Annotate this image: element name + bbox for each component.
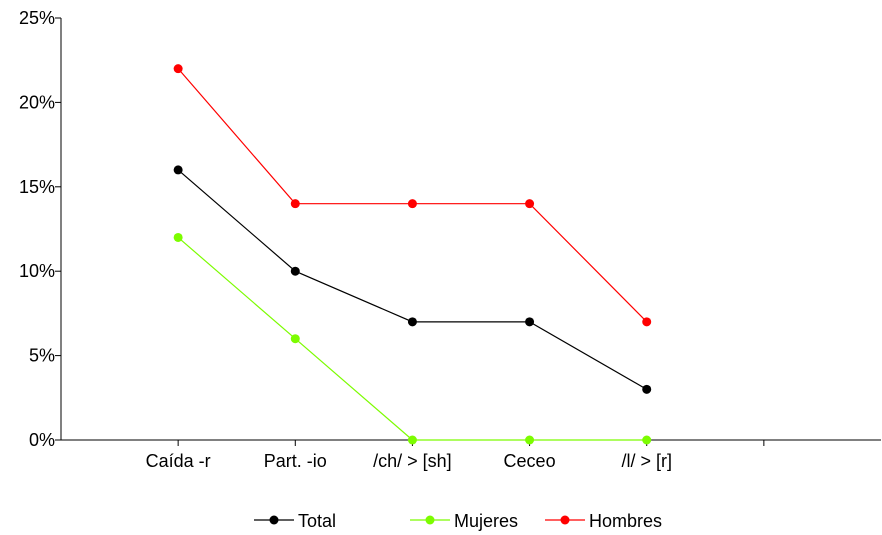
x-axis-ticks: Caída -r Part. -io/ch/ > [sh] Ceceo/l/ > [… xyxy=(146,440,765,471)
legend-swatch-marker xyxy=(269,515,279,525)
legend-swatch-marker xyxy=(425,515,435,525)
data-point-total xyxy=(290,266,300,276)
legend-label: Hombres xyxy=(589,511,662,531)
data-point-total xyxy=(525,317,535,327)
data-point-mujeres xyxy=(290,334,300,344)
data-point-hombres xyxy=(290,199,300,209)
data-point-hombres xyxy=(642,317,652,327)
y-tick-label: 0% xyxy=(29,430,55,450)
legend-label: Mujeres xyxy=(454,511,518,531)
legend-item-hombres: Hombres xyxy=(545,511,662,531)
axes xyxy=(60,18,881,441)
legend-item-total: Total xyxy=(254,511,336,531)
data-point-mujeres xyxy=(173,232,183,242)
legend-item-mujeres: Mujeres xyxy=(410,511,518,531)
y-tick-label: 5% xyxy=(29,346,55,366)
data-point-total xyxy=(173,165,183,175)
y-tick-label: 15% xyxy=(19,177,55,197)
x-tick-label: Caída -r xyxy=(146,451,211,471)
series-hombres xyxy=(173,64,652,327)
data-point-total xyxy=(642,384,652,394)
data-point-mujeres xyxy=(407,435,417,445)
data-point-mujeres xyxy=(525,435,535,445)
y-axis-ticks: 0% 5% 10% 15% 20% 25% xyxy=(19,8,61,450)
data-point-mujeres xyxy=(642,435,652,445)
y-tick-label: 10% xyxy=(19,261,55,281)
legend-swatch-marker xyxy=(560,515,570,525)
x-tick-label: /ch/ > [sh] xyxy=(373,451,452,471)
series-layer xyxy=(173,64,652,445)
series-line-mujeres xyxy=(177,236,647,441)
x-tick-label: /l/ > [r] xyxy=(621,451,672,471)
data-point-hombres xyxy=(407,199,417,209)
y-tick-label: 25% xyxy=(19,8,55,28)
data-point-total xyxy=(407,317,417,327)
series-mujeres xyxy=(173,232,652,445)
legend-label: Total xyxy=(298,511,336,531)
data-point-hombres xyxy=(525,199,535,209)
data-point-hombres xyxy=(173,64,183,74)
legend: Total Mujeres Hombres xyxy=(254,511,662,531)
x-tick-label: Part. -io xyxy=(264,451,327,471)
series-line-hombres xyxy=(177,68,648,323)
x-tick-label: Ceceo xyxy=(504,451,556,471)
series-total xyxy=(173,165,652,394)
y-tick-label: 20% xyxy=(19,92,55,112)
